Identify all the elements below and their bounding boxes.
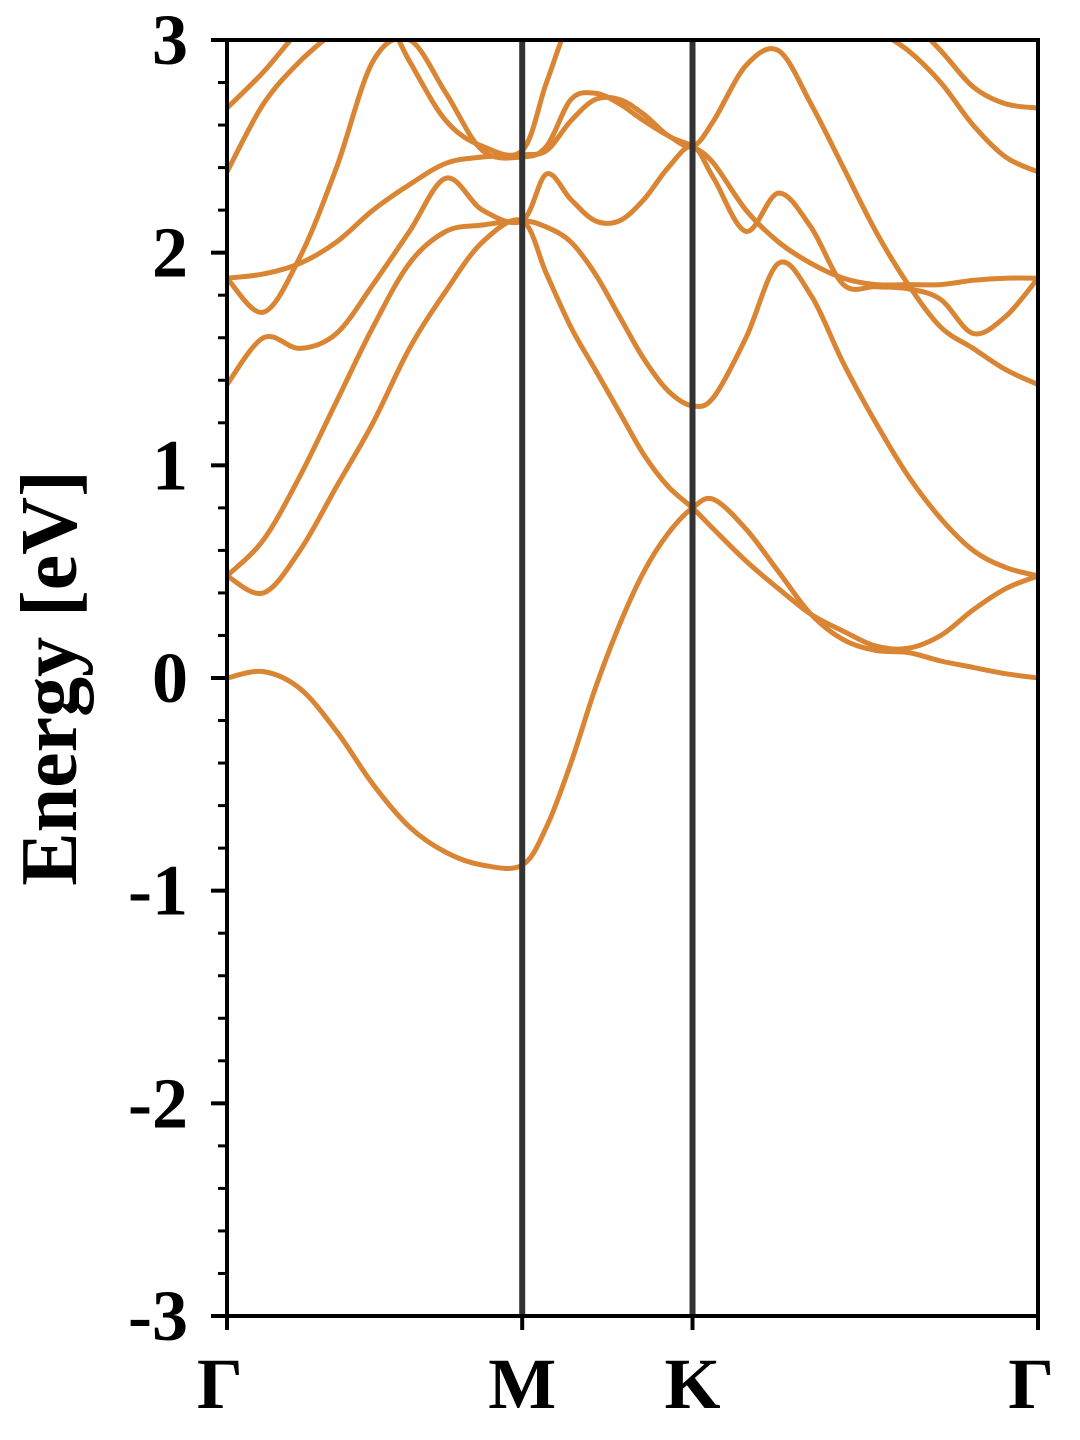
y-tick-label: -3: [128, 1276, 188, 1356]
k-point-lines: [519, 40, 696, 1316]
y-tick-label: 0: [152, 638, 188, 718]
band-line-1: [227, 495, 1038, 871]
band-line-6: [227, 94, 1038, 288]
y-axis-ticks: -3 -2 -1 0 1 2 3: [128, 0, 227, 1356]
x-tick-label-gamma: Γ: [197, 1344, 243, 1424]
x-tick-label-k: K: [665, 1344, 721, 1424]
x-tick-label-gamma-end: Γ: [1008, 1344, 1054, 1424]
band-line-8: [227, 40, 1038, 111]
y-axis-label: Energy [eV]: [6, 470, 94, 885]
band-line-7: [227, 40, 1038, 175]
y-tick-label: 2: [152, 213, 188, 293]
y-tick-label: -1: [128, 851, 188, 931]
y-tick-label: -2: [128, 1063, 188, 1143]
band-line-2: [227, 217, 1038, 652]
x-tick-label-m: M: [488, 1344, 556, 1424]
band-line-4: [227, 143, 1038, 387]
band-lines: [227, 40, 1038, 871]
band-line-5: [227, 40, 1038, 387]
y-tick-label: 1: [152, 425, 188, 505]
band-line-3: [227, 218, 1038, 579]
y-tick-label: 3: [152, 0, 188, 80]
